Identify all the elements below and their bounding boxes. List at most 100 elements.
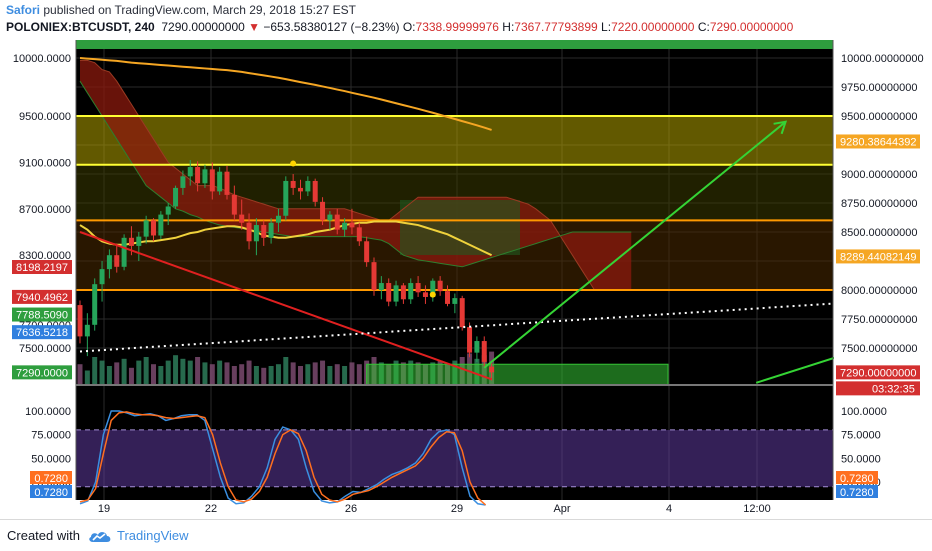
candle-body — [489, 366, 495, 373]
x-tick-label: 4 — [666, 503, 672, 515]
candle-body — [253, 225, 259, 242]
candle-body — [320, 201, 326, 221]
volume-bar — [99, 360, 105, 384]
price-badge-left-text: 7636.5218 — [16, 327, 68, 339]
volume-bar — [312, 362, 318, 384]
candle-body — [128, 237, 134, 246]
stoch-badge-left-text: 0.7280 — [34, 487, 68, 499]
x-tick-label: 22 — [205, 503, 217, 515]
volume-bar — [320, 360, 326, 384]
y-tick-left: 7500.0000 — [19, 343, 71, 355]
stoch-badge-left — [30, 485, 72, 498]
volume-bar — [283, 357, 289, 384]
candle-body — [452, 298, 458, 304]
candle-body — [217, 171, 223, 192]
tradingview-brand-link[interactable]: TradingView — [117, 528, 189, 543]
volume-bar — [106, 366, 112, 384]
stoch-badge-right-text: 0.7280 — [840, 487, 874, 499]
ohlc-line: POLONIEX:BTCUSDT, 240 7290.00000000 ▼ −6… — [6, 20, 793, 34]
y-tick-left: 10000.0000 — [13, 53, 71, 65]
candle-body — [209, 169, 215, 192]
y-tick-right-stoch: 50.0000 — [841, 453, 881, 465]
tradingview-cloud-icon — [89, 532, 111, 542]
stoch-badge-right-text: 0.7280 — [840, 473, 874, 485]
volume-bar — [128, 367, 134, 384]
stoch-d-line — [79, 411, 487, 506]
volume-bar — [246, 360, 252, 384]
y-tick-left: 8700.0000 — [19, 204, 71, 216]
candle-body — [437, 280, 443, 292]
price-badge-right — [836, 134, 920, 149]
candle-body — [151, 220, 156, 236]
price-badge-left-text: 7788.5090 — [16, 310, 68, 322]
candle-body — [158, 214, 164, 236]
marker-dot — [429, 291, 436, 298]
volume-bar — [209, 364, 215, 384]
x-tick-label: Apr — [553, 503, 570, 515]
volume-bar — [231, 366, 237, 384]
volume-bar — [275, 364, 281, 384]
candle-body — [342, 222, 348, 230]
candle-body — [371, 262, 377, 290]
y-tick-right: 10000.00000000 — [841, 53, 924, 65]
y-tick-right: 7500.00000000 — [841, 343, 917, 355]
ichimoku-cloud-bullish — [400, 200, 520, 255]
candle-body — [400, 285, 406, 300]
support-box — [366, 363, 669, 386]
ma-yellow-line — [79, 220, 493, 257]
close-label: C: — [697, 20, 710, 34]
volume-bar — [349, 362, 355, 384]
volume-bar — [298, 366, 303, 384]
price-badge-left — [12, 289, 72, 304]
y-tick-left-stoch: 50.0000 — [31, 453, 71, 465]
y-tick-right: 8500.00000000 — [841, 227, 917, 239]
price-badge-left-text: 7290.0000 — [16, 367, 68, 379]
y-tick-right: 9750.00000000 — [841, 82, 917, 94]
top-green-band — [76, 40, 833, 49]
price-badge-left — [12, 325, 72, 340]
volume-bar — [305, 364, 311, 384]
last-price: 7290.00000000 — [161, 20, 245, 34]
price-badge-right-text: 03:32:35 — [872, 383, 915, 395]
time-axis-bg — [76, 500, 833, 519]
price-badge-left-text: 7940.4962 — [16, 292, 68, 304]
trendline-green — [483, 121, 787, 369]
candle-body — [459, 298, 465, 328]
candle-body — [173, 187, 179, 207]
low-label: L: — [601, 20, 612, 34]
candle-body — [430, 280, 436, 297]
author-link[interactable]: Safori — [6, 3, 41, 17]
candle-body — [349, 222, 355, 228]
stoch-badge-right — [836, 485, 878, 498]
candle-body — [92, 284, 98, 325]
publish-line: Safori published on TradingView.com, Mar… — [6, 3, 356, 17]
candle-body — [246, 222, 252, 242]
candle-body — [290, 180, 296, 188]
candle-body — [106, 255, 112, 270]
candle-body — [239, 214, 245, 223]
candle-body — [99, 269, 105, 285]
candle-body — [231, 194, 237, 215]
created-with-label: Created with — [7, 528, 80, 543]
candle-body — [275, 215, 281, 223]
low-value: 7220.00000000 — [611, 20, 695, 34]
candle-body — [114, 255, 120, 267]
candle-body — [224, 171, 230, 195]
candle-body — [195, 167, 201, 184]
footer: Created with TradingView — [0, 519, 932, 551]
volume-bar — [136, 360, 142, 384]
candle-body — [180, 176, 186, 188]
candle-body — [474, 341, 480, 353]
chart-canvas[interactable]: 19 22 26 29 Apr 4 12:00 10000.0000 9500.0000 9100… — [0, 0, 932, 519]
candle-body — [467, 327, 473, 353]
y-tick-left: 9500.0000 — [19, 111, 71, 123]
volume-bar — [239, 364, 245, 384]
volume-bar — [342, 366, 348, 384]
stoch-badge-left — [30, 471, 72, 484]
volume-bar — [92, 357, 98, 384]
candle-body — [327, 214, 333, 221]
kumo-bottom-line — [79, 80, 632, 268]
volume-bar — [114, 362, 120, 384]
candle-body — [334, 214, 340, 230]
volume-bar — [187, 360, 193, 384]
